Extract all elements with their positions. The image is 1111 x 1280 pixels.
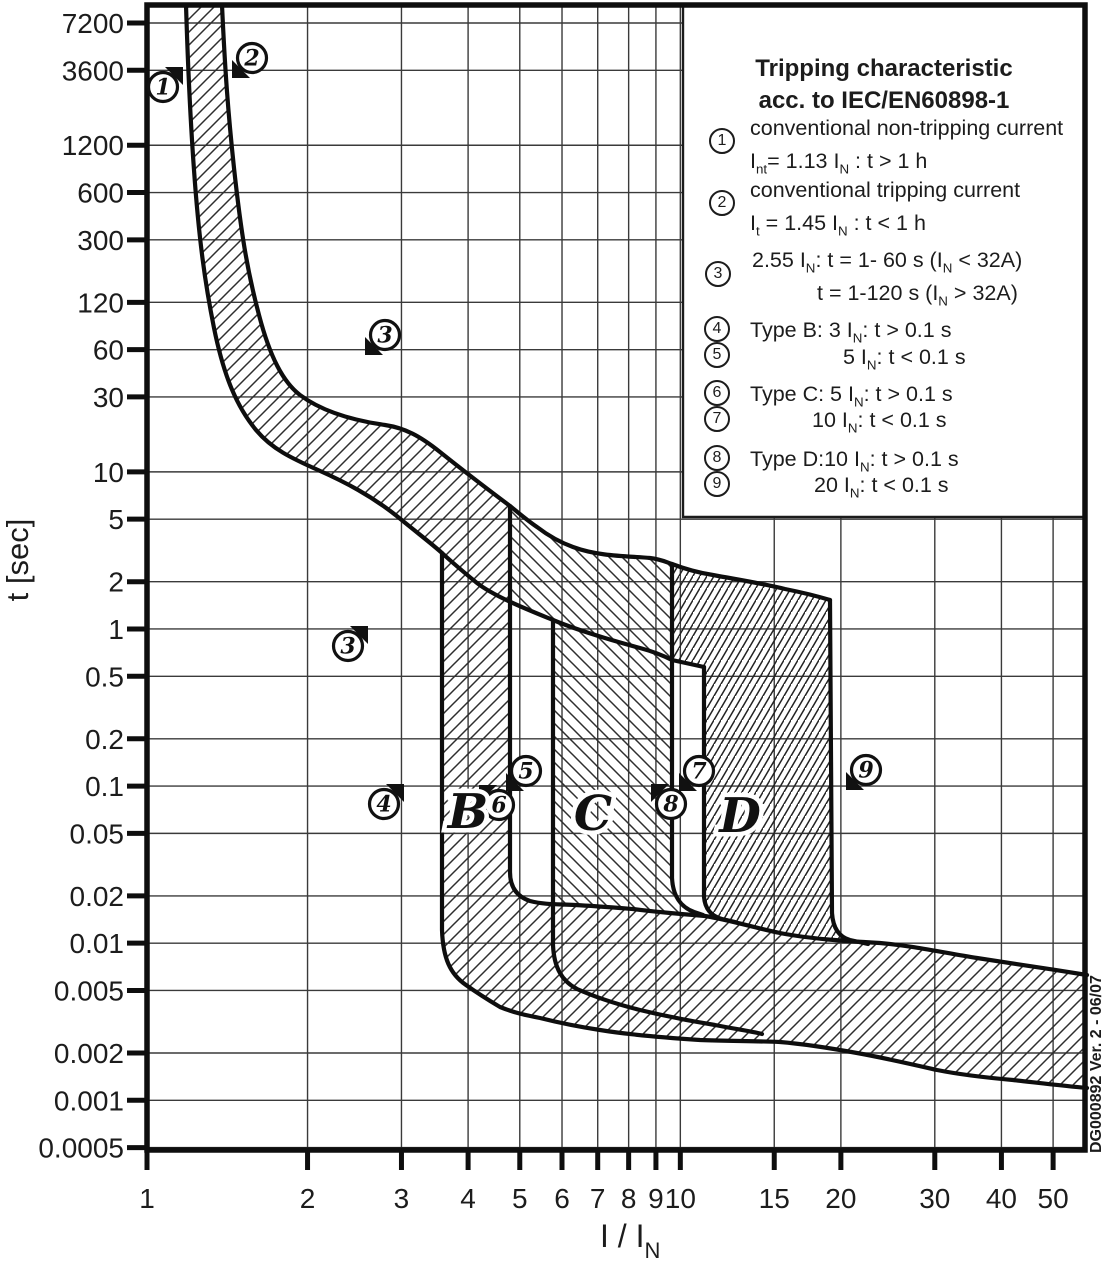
- y-tick-label: 5: [108, 504, 124, 535]
- curve-marker-2: 2: [232, 41, 269, 78]
- curve-marker-3: 3: [331, 626, 368, 663]
- x-tick-label: 5: [512, 1183, 528, 1214]
- curve-marker-6: 6: [479, 785, 516, 822]
- band-letter-B: B: [446, 784, 489, 840]
- y-tick-label: 120: [77, 287, 124, 318]
- curve-tripping-1p45: [219, 2, 833, 603]
- y-tick-label: 600: [77, 178, 124, 209]
- x-tick-label: 40: [986, 1183, 1017, 1214]
- x-axis-label: I / IN: [600, 1218, 660, 1263]
- y-tick-label: 1200: [62, 130, 124, 161]
- y-axis-label: t [sec]: [0, 519, 35, 602]
- marker-number: 3: [377, 323, 392, 349]
- curve-marker-7: 7: [679, 754, 716, 791]
- y-tick-label: 0.002: [54, 1038, 124, 1069]
- D-band-min-edge: [701, 664, 738, 925]
- marker-number: 1: [155, 75, 170, 101]
- legend-box-border: [681, 5, 1085, 519]
- marker-circle: [235, 41, 269, 75]
- y-tick-label: 0.2: [85, 724, 124, 755]
- y-tick-label: 0.05: [70, 818, 125, 849]
- marker-circle: [849, 753, 883, 787]
- y-tick-label: 0.5: [85, 661, 124, 692]
- marker-circle: [367, 787, 401, 821]
- curve-marker-9: 9: [846, 753, 883, 790]
- y-tick-label: 300: [77, 225, 124, 256]
- x-tick-label: 6: [554, 1183, 570, 1214]
- y-tick-label: 10: [93, 457, 124, 488]
- y-tick-label: 0.1: [85, 771, 124, 802]
- D-band-region: [672, 564, 850, 940]
- marker-number: 8: [662, 792, 678, 818]
- x-tick-label: 9: [648, 1183, 664, 1214]
- x-tick-label: 1: [139, 1183, 155, 1214]
- x-tick-label: 8: [621, 1183, 637, 1214]
- y-tick-label: 60: [93, 335, 124, 366]
- y-tick-label: 0.02: [70, 881, 125, 912]
- axis-ticks: [127, 20, 1056, 1170]
- D-band-max-edge: [827, 597, 871, 947]
- curve-marker-8: 8: [651, 784, 688, 821]
- band-letter-C: C: [574, 786, 612, 842]
- marker-circle: [682, 754, 716, 788]
- marker-number: 7: [691, 759, 707, 785]
- curve-marker-5: 5: [506, 754, 543, 791]
- y-tick-label: 7200: [62, 8, 124, 39]
- curve-marker-1: 1: [146, 67, 183, 104]
- x-tick-label: 10: [665, 1183, 696, 1214]
- y-tick-label: 3600: [62, 55, 124, 86]
- marker-circle: [509, 754, 543, 788]
- y-tick-label: 1: [108, 614, 124, 645]
- y-tick-label: 0.001: [54, 1085, 124, 1116]
- C-band-max-edge: [669, 561, 706, 918]
- y-tick-label: 0.0005: [38, 1133, 124, 1164]
- x-tick-label: 15: [759, 1183, 790, 1214]
- curve-non-tripping-1p13: [183, 2, 707, 670]
- x-tick-label: 4: [460, 1183, 476, 1214]
- C-band-region: [510, 506, 703, 915]
- curve-marker-4: 4: [367, 784, 404, 821]
- x-tick-label: 3: [394, 1183, 410, 1214]
- curve-marker-3: 3: [365, 318, 402, 355]
- x-tick-label: 7: [590, 1183, 606, 1214]
- hatched-bands: [186, 5, 1087, 1088]
- marker-circle: [482, 788, 516, 822]
- document-number-vertical: DG000892 Ver. 2 - 06/07: [1088, 975, 1105, 1153]
- characteristic-curves: [183, 2, 1090, 1091]
- x-tick-label: 30: [919, 1183, 950, 1214]
- x-tick-label: 2: [300, 1183, 316, 1214]
- marker-circle: [368, 318, 402, 352]
- marker-number: 6: [491, 793, 506, 819]
- C-band-min-edge: [550, 617, 765, 1037]
- marker-number: 4: [376, 792, 391, 818]
- marker-circle: [146, 70, 180, 104]
- marker-number: 3: [340, 634, 355, 660]
- marker-number: 9: [858, 758, 873, 784]
- y-tick-label: 30: [93, 382, 124, 413]
- thermal-and-B-band-region: [186, 5, 1087, 1088]
- x-tick-label: 50: [1038, 1183, 1069, 1214]
- band-letter-D: D: [717, 788, 761, 844]
- x-tick-label: 20: [825, 1183, 856, 1214]
- marker-circle: [654, 787, 688, 821]
- axis-tick-labels: 1 2 3 4 5 6 7 8 9 10 15 20 30 40 507200360012006003001…: [38, 8, 1068, 1214]
- marker-circle: [331, 629, 365, 663]
- y-tick-label: 0.01: [70, 928, 125, 959]
- marker-number: 2: [243, 46, 259, 72]
- band-letters: B C D: [441, 780, 765, 849]
- y-tick-label: 2: [108, 567, 124, 598]
- legend-box: [683, 5, 1085, 517]
- marker-number: 5: [518, 759, 533, 785]
- plot-border: [144, 2, 1088, 1153]
- y-tick-label: 0.005: [54, 975, 124, 1006]
- B-band-min-edge: [439, 550, 1090, 1091]
